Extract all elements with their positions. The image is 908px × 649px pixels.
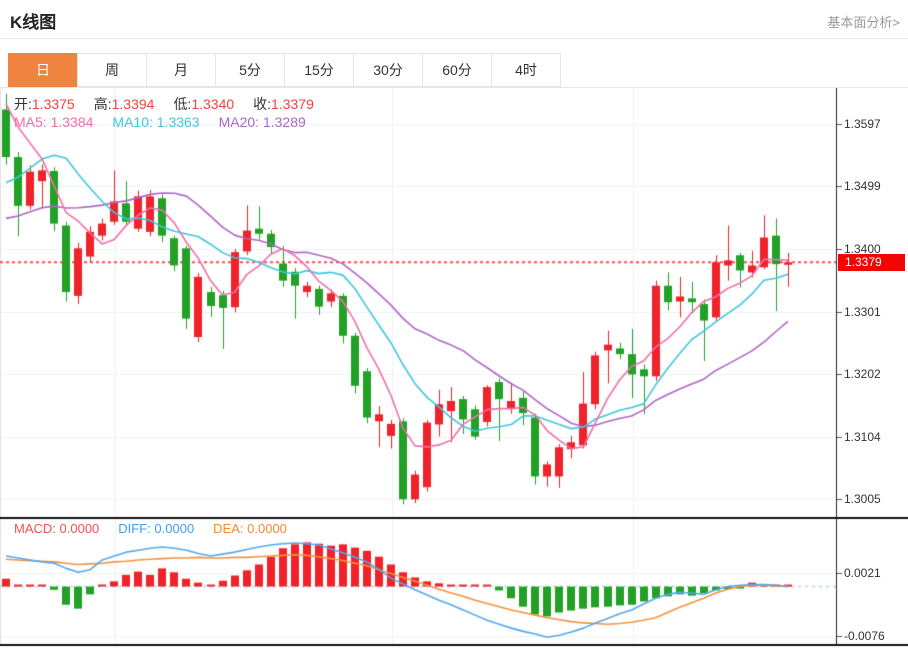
low-value: 1.3340 (191, 96, 235, 112)
macd-axis-label: 0.0021 (844, 565, 881, 580)
macd-legend: MACD: 0.0000 DIFF: 0.0000 DEA: 0.0000 (14, 521, 287, 536)
tab-30min[interactable]: 30分 (353, 53, 423, 87)
low-label: 低: (173, 96, 192, 112)
high-label: 高: (93, 96, 112, 112)
close-value: 1.3379 (271, 96, 314, 112)
open-label: 开: (14, 96, 32, 112)
close-label: 收: (253, 96, 272, 112)
ma20-label: MA20: (218, 114, 260, 130)
fundamental-analysis-link[interactable]: 基本面分析> (827, 15, 900, 30)
macd-label: MACD: (14, 521, 56, 536)
header-divider (0, 38, 908, 39)
tab-week[interactable]: 周 (77, 53, 147, 87)
period-tabbar: 日 周 月 5分 15分 30分 60分 4时 (0, 53, 908, 88)
price-axis-label: 1.3104 (844, 429, 881, 444)
diff-value: 0.0000 (154, 521, 195, 536)
ma20-value: 1.3289 (262, 114, 306, 130)
tab-15min[interactable]: 15分 (284, 53, 354, 87)
chart-area: 开:1.3375 高:1.3394 低:1.3340 收:1.3379 MA5:… (0, 88, 908, 649)
ma5-value: 1.3384 (50, 114, 94, 130)
price-axis-label: 1.3499 (844, 179, 881, 194)
price-axis-label: 1.3301 (844, 304, 881, 319)
ma10-value: 1.3363 (156, 114, 200, 130)
open-value: 1.3375 (31, 96, 75, 112)
high-value: 1.3394 (111, 96, 155, 112)
price-axis-label: 1.3202 (844, 367, 881, 382)
kline-chart-canvas[interactable] (0, 88, 908, 649)
dea-value: 0.0000 (247, 521, 287, 536)
tab-day[interactable]: 日 (8, 53, 78, 87)
ohlc-legend: 开:1.3375 高:1.3394 低:1.3340 收:1.3379 (14, 94, 314, 114)
price-axis-label: 1.3400 (844, 241, 881, 256)
macd-axis-label: -0.0076 (844, 628, 885, 643)
ma10-label: MA10: (112, 114, 153, 130)
price-axis-label: 1.3597 (844, 117, 881, 132)
macd-value: 0.0000 (59, 521, 100, 536)
dea-label: DEA: (213, 521, 244, 536)
ma-legend: MA5: 1.3384 MA10: 1.3363 MA20: 1.3289 (14, 114, 306, 130)
diff-label: DIFF: (118, 521, 151, 536)
current-price-badge: 1.3379 (838, 253, 905, 271)
ma5-label: MA5: (14, 114, 47, 130)
tab-5min[interactable]: 5分 (215, 53, 285, 87)
price-axis-label: 1.3005 (844, 492, 881, 507)
tab-4hour[interactable]: 4时 (491, 53, 561, 87)
page-title: K线图 (10, 13, 57, 32)
tab-60min[interactable]: 60分 (422, 53, 492, 87)
tab-month[interactable]: 月 (146, 53, 216, 87)
